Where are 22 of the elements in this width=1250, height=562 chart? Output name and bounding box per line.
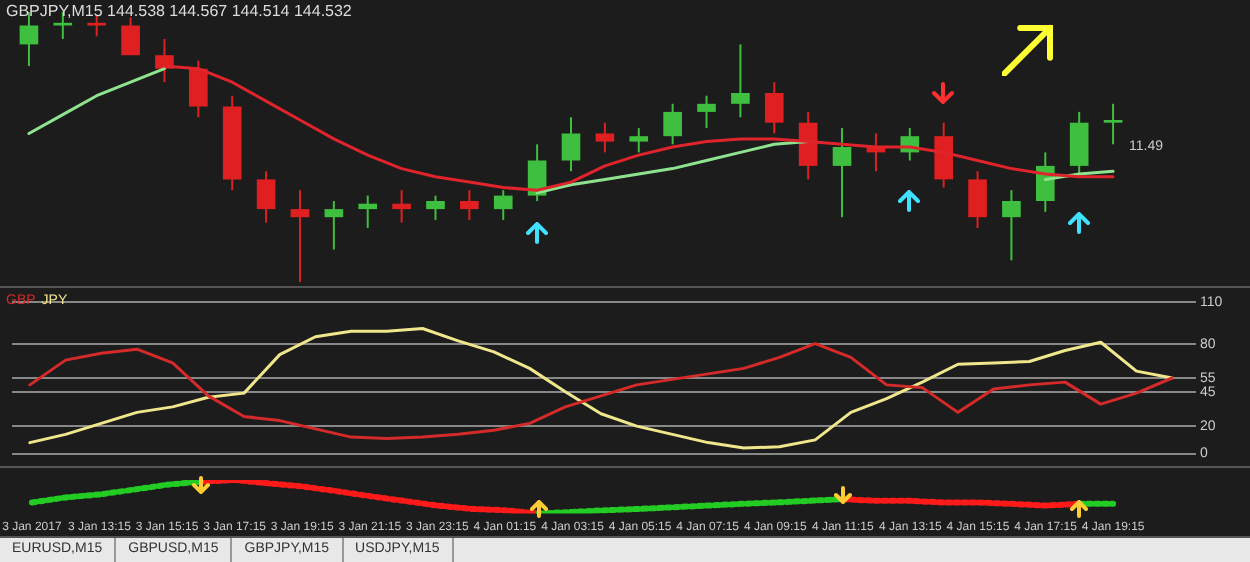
candlestick — [493, 189, 513, 221]
candlestick — [324, 200, 344, 251]
candlestick — [426, 194, 445, 221]
chart-title: GBPJPY,M15 144.538 144.567 144.514 144.532 — [6, 2, 352, 20]
candlestick — [121, 16, 140, 57]
candlestick — [561, 116, 581, 173]
candlestick — [392, 189, 411, 224]
candlestick — [629, 127, 649, 154]
candlestick — [460, 189, 479, 221]
candlestick — [1103, 102, 1123, 146]
candlestick — [832, 127, 852, 219]
candlestick — [1002, 189, 1021, 262]
candlestick — [358, 194, 378, 229]
candlestick — [256, 170, 276, 224]
candlestick — [968, 170, 987, 229]
candlestick — [595, 121, 615, 154]
candlestick — [663, 102, 682, 146]
candlestick — [764, 81, 784, 135]
candlestick — [697, 94, 716, 130]
candlestick — [290, 189, 310, 283]
candlestick — [1069, 110, 1089, 175]
candlestick — [731, 43, 750, 119]
